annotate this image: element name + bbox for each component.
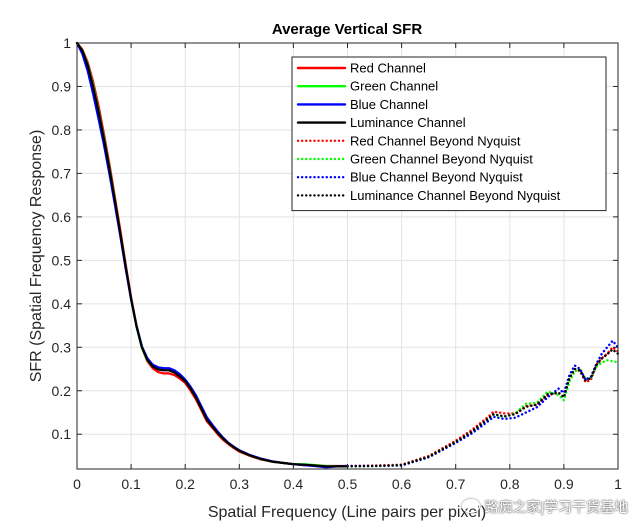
chart-title: Average Vertical SFR: [272, 21, 423, 38]
y-axis-label: SFR (Spatial Frequency Response): [28, 130, 45, 383]
y-tick-label: 0.1: [52, 426, 72, 442]
x-tick-label: 0.8: [500, 476, 520, 492]
watermark: 路痴之家|学习干货基地: [462, 497, 628, 517]
x-tick-label: 0.4: [284, 476, 304, 492]
chat-bubble-icon: [462, 499, 481, 513]
y-tick-label: 0.9: [52, 78, 72, 94]
x-axis-label: Spatial Frequency (Line pairs per pixel): [208, 504, 486, 521]
x-tick-label: 1: [614, 476, 622, 492]
x-tick-label: 0: [73, 476, 81, 492]
x-tick-label: 0.1: [121, 476, 141, 492]
legend-entry-label: Green Channel: [350, 79, 438, 94]
x-tick-label: 0.3: [230, 476, 250, 492]
x-tick-label: 0.6: [392, 476, 412, 492]
x-tick-label: 0.2: [175, 476, 195, 492]
legend-entry-label: Blue Channel Beyond Nyquist: [350, 170, 523, 185]
series-lines: [75, 41, 620, 469]
y-tick-label: 0.5: [52, 252, 72, 268]
x-tick-label: 0.7: [446, 476, 466, 492]
x-tick-label: 0.9: [554, 476, 574, 492]
y-tick-label: 0.2: [52, 383, 72, 399]
series-line-luminance-channel: [75, 41, 349, 468]
legend-entry-label: Red Channel: [350, 61, 426, 76]
y-tick-label: 0.8: [52, 122, 72, 138]
legend-box: [291, 56, 607, 212]
series-line-luminance-channel-beyond-nyquist: [346, 348, 620, 468]
legend-entry-label: Green Channel Beyond Nyquist: [350, 152, 533, 167]
legend-entry-label: Red Channel Beyond Nyquist: [350, 133, 521, 148]
legend-entry-label: Luminance Channel: [350, 115, 466, 130]
watermark-text: 路痴之家|学习干货基地: [484, 499, 628, 515]
y-tick-label: 0.3: [52, 339, 72, 355]
legend-entry-label: Luminance Channel Beyond Nyquist: [350, 188, 561, 203]
legend: Red Channel Green Channel Blue Channel Lumi…: [291, 56, 607, 212]
y-tick-label: 0.4: [52, 296, 72, 312]
y-tick-label: 0.7: [52, 165, 72, 181]
legend-entry-label: Blue Channel: [350, 97, 428, 112]
y-tick-label: 0.6: [52, 209, 72, 225]
axis-ticks: 0 0.1 0.2 0.3 0.4 0.5 0.6 0.7 0.8 0.9 1 0.1 0.2 0.3 0.…: [52, 35, 623, 492]
y-tick-label: 1: [63, 35, 71, 51]
x-tick-label: 0.5: [338, 476, 358, 492]
series-line-green-channel-beyond-nyquist: [346, 359, 620, 468]
